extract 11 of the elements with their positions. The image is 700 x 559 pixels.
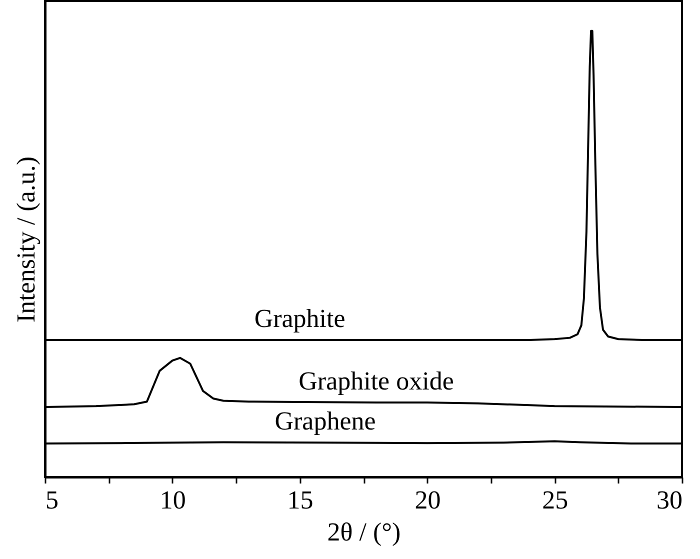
x-tick-label: 30 [656,486,682,514]
x-tick-label: 25 [542,486,568,514]
x-tick-label: 10 [160,486,186,514]
series-label: Graphite [254,304,346,334]
x-tick-label: 20 [414,486,441,514]
x-axis-title: 2θ / (°) [327,518,401,546]
y-axis-title: Intensity / (a.u.) [12,156,40,323]
x-tick-label: 15 [287,486,314,514]
x-tick-label: 5 [46,486,58,514]
series-label: Graphene [274,406,376,436]
series-label: Graphite oxide [298,366,454,396]
